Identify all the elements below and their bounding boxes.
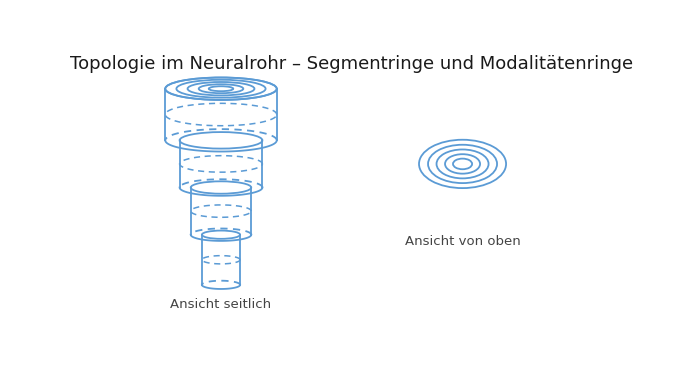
Text: Ansicht seitlich: Ansicht seitlich xyxy=(171,298,271,311)
Text: Topologie im Neuralrohr – Segmentringe und Modalitätenringe: Topologie im Neuralrohr – Segmentringe u… xyxy=(69,55,633,73)
Text: Ansicht von oben: Ansicht von oben xyxy=(405,235,521,248)
